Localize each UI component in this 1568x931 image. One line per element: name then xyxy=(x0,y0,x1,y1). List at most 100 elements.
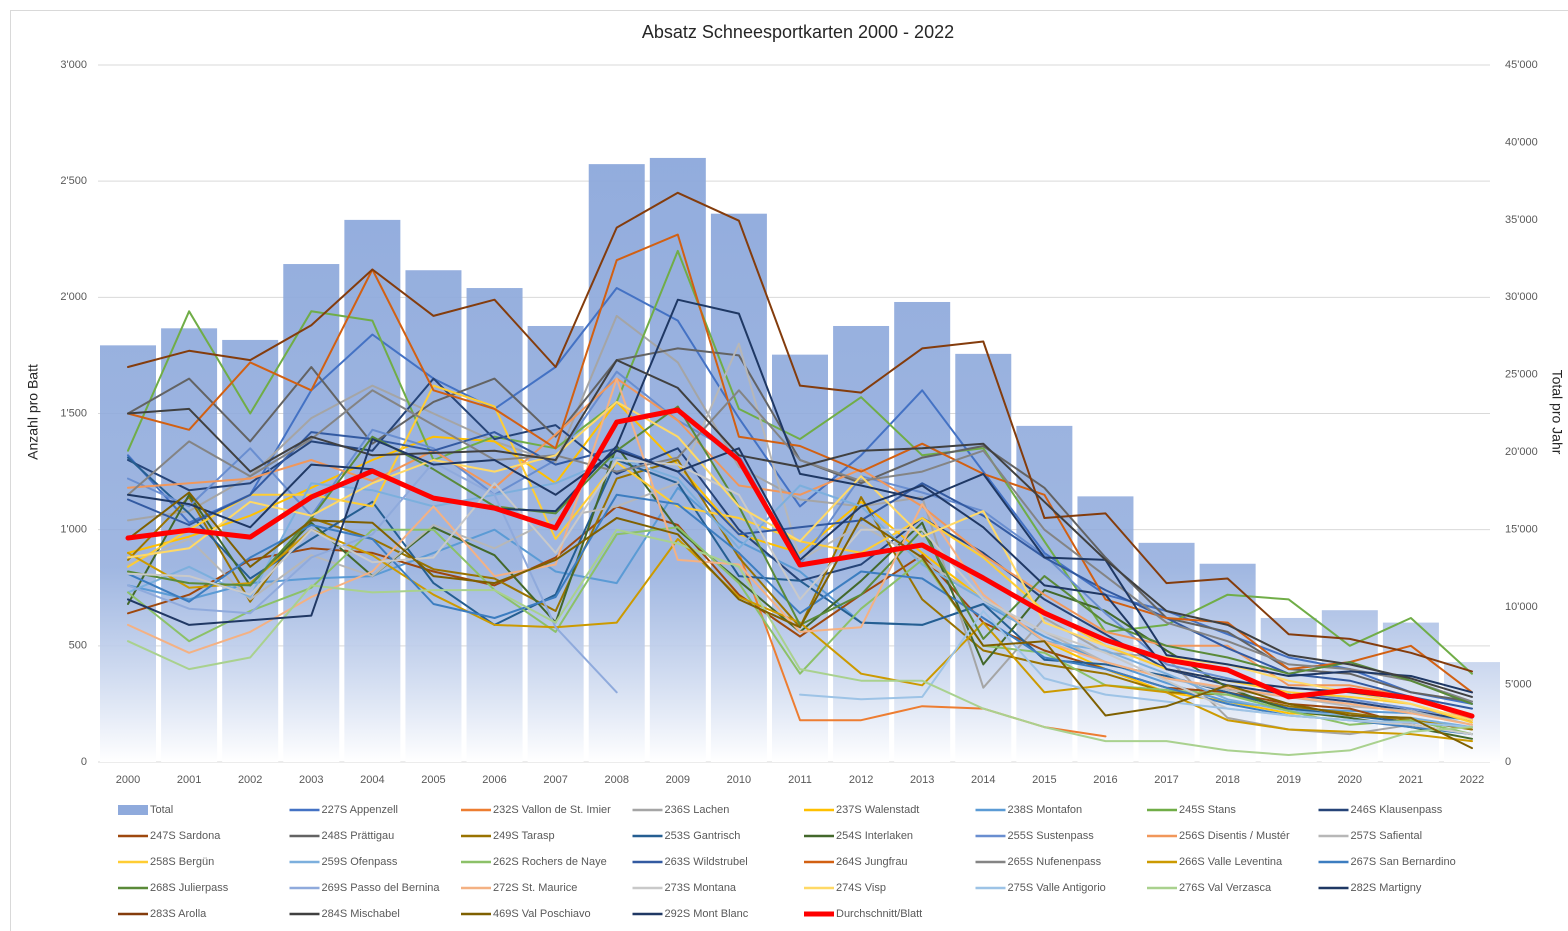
bar xyxy=(161,328,218,762)
series-line xyxy=(127,456,1473,729)
x-tick-label: 2006 xyxy=(482,774,506,786)
y2-tick-label: 30'000 xyxy=(1505,291,1538,303)
y-tick-label: 3'000 xyxy=(60,59,87,71)
legend-label: 274S Visp xyxy=(836,882,886,894)
legend-label: 254S Interlaken xyxy=(836,830,913,842)
x-tick-label: 2013 xyxy=(910,774,934,786)
y-tick-label: 1'500 xyxy=(60,407,87,419)
series-line xyxy=(127,526,1473,736)
legend-label: 269S Passo del Bernina xyxy=(322,882,441,894)
bar xyxy=(466,288,523,762)
y2-tick-label: 20'000 xyxy=(1505,446,1538,458)
series-line xyxy=(127,400,1473,731)
series-line xyxy=(127,191,1473,673)
x-tick-label: 2021 xyxy=(1399,774,1423,786)
x-tick-label: 2020 xyxy=(1338,774,1362,786)
series-line xyxy=(127,314,1473,736)
legend-label: 247S Sardona xyxy=(150,830,221,842)
bar xyxy=(527,325,584,762)
legend-label: 253S Gantrisch xyxy=(665,830,741,842)
x-tick-label: 2011 xyxy=(788,774,812,786)
series-line xyxy=(127,461,618,694)
legend-label: 249S Tarasp xyxy=(493,830,555,842)
legend-label: 258S Bergün xyxy=(150,856,214,868)
x-tick-label: 2019 xyxy=(1276,774,1300,786)
legend-label: 273S Montana xyxy=(665,882,737,894)
y-tick-label: 1'000 xyxy=(60,524,87,536)
y2-tick-label: 25'000 xyxy=(1505,369,1538,381)
y2-tick-label: 5'000 xyxy=(1505,678,1532,690)
bar xyxy=(222,339,279,762)
y2-tick-label: 40'000 xyxy=(1505,136,1538,148)
legend-label: 272S St. Maurice xyxy=(493,882,577,894)
series-line xyxy=(127,493,1473,736)
series-line xyxy=(127,405,1473,705)
series-line xyxy=(127,287,1473,705)
legend-label: 284S Mischabel xyxy=(322,908,400,920)
x-tick-label: 2002 xyxy=(238,774,262,786)
bar xyxy=(283,264,340,762)
legend-label: 259S Ofenpass xyxy=(322,856,398,868)
x-tick-label: 2007 xyxy=(543,774,567,786)
y2-axis-title: Total pro Jahr xyxy=(1549,370,1565,455)
series-line xyxy=(127,456,1473,729)
legend-label: 238S Montafon xyxy=(1008,804,1083,816)
x-tick-label: 2014 xyxy=(971,774,995,786)
bar xyxy=(833,325,890,762)
series-line xyxy=(127,298,1473,694)
legend-label: 276S Val Verzasca xyxy=(1179,882,1272,894)
legend-label: 245S Stans xyxy=(1179,804,1236,816)
y2-tick-label: 35'000 xyxy=(1505,214,1538,226)
x-tick-label: 2009 xyxy=(666,774,690,786)
legend-label: 282S Martigny xyxy=(1351,882,1422,894)
legend-label: 255S Sustenpass xyxy=(1008,830,1095,842)
x-tick-label: 2017 xyxy=(1154,774,1178,786)
legend-label: 256S Disentis / Mustér xyxy=(1179,830,1290,842)
x-tick-label: 2015 xyxy=(1032,774,1056,786)
lines xyxy=(125,191,1475,756)
x-tick-label: 2018 xyxy=(1215,774,1239,786)
legend-label: 237S Walenstadt xyxy=(836,804,919,816)
legend-label: Durchschnitt/Blatt xyxy=(836,908,922,920)
y-tick-label: 2'500 xyxy=(60,175,87,187)
legend-label: 246S Klausenpass xyxy=(1351,804,1443,816)
series-line xyxy=(127,389,1473,703)
x-tick-label: 2003 xyxy=(299,774,323,786)
legend-label: 268S Julierpass xyxy=(150,882,229,894)
x-tick-label: 2022 xyxy=(1460,774,1484,786)
x-tick-label: 2005 xyxy=(421,774,445,786)
x-tick-label: 2004 xyxy=(360,774,384,786)
x-tick-label: 2012 xyxy=(849,774,873,786)
legend-label: 257S Safiental xyxy=(1351,830,1423,842)
y-axis-title: Anzahl pro Batt xyxy=(25,364,41,460)
series-line xyxy=(127,528,1473,743)
series-line xyxy=(127,377,1473,722)
legend-label: 266S Valle Leventina xyxy=(1179,856,1283,868)
legend-label: 264S Jungfrau xyxy=(836,856,908,868)
y-tick-label: 2'000 xyxy=(60,291,87,303)
x-tick-label: 2016 xyxy=(1093,774,1117,786)
series-line xyxy=(127,491,1473,750)
series-line xyxy=(127,528,1473,756)
y2-tick-label: 45'000 xyxy=(1505,59,1538,71)
y2-tick-label: 15'000 xyxy=(1505,524,1538,536)
legend-label: 236S Lachen xyxy=(665,804,730,816)
legend-label: Total xyxy=(150,804,173,816)
series-line xyxy=(127,233,1473,694)
series-line xyxy=(127,431,1473,710)
y2-tick-label: 10'000 xyxy=(1505,601,1538,613)
x-tick-label: 2010 xyxy=(727,774,751,786)
chart-frame xyxy=(10,10,1568,931)
y2-tick-label: 0 xyxy=(1505,756,1511,768)
series-line xyxy=(127,359,1473,698)
legend-label: 267S San Bernardino xyxy=(1351,856,1456,868)
legend-label: 292S Mont Blanc xyxy=(665,908,749,920)
series-line xyxy=(127,400,1473,722)
x-tick-label: 2001 xyxy=(177,774,201,786)
series-line xyxy=(127,438,1473,717)
series-line xyxy=(799,610,1473,729)
legend-label: 262S Rochers de Naye xyxy=(493,856,607,868)
bar xyxy=(405,270,462,762)
chart-title: Absatz Schneesportkarten 2000 - 2022 xyxy=(642,22,954,42)
